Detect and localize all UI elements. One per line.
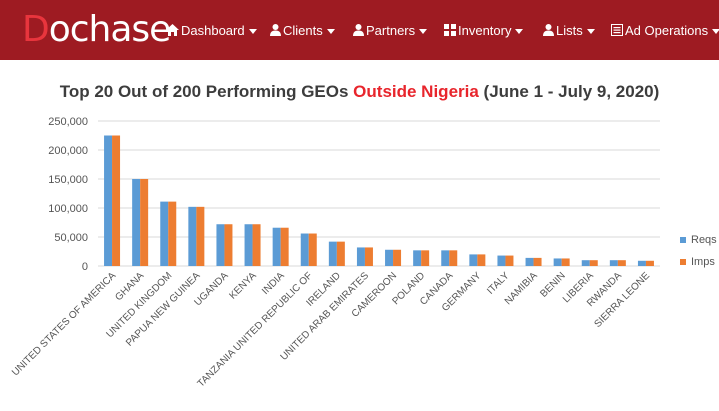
legend-label: Imps	[691, 256, 715, 268]
list-icon	[611, 24, 623, 36]
chevron-down-icon	[586, 28, 595, 34]
nav-clients-label: Clients	[283, 22, 323, 38]
bar-reqs	[104, 135, 113, 266]
y-tick-label: 150,000	[48, 174, 88, 186]
y-tick-label: 50,000	[54, 232, 88, 244]
bar-reqs	[160, 201, 169, 266]
legend-swatch	[680, 259, 686, 265]
bar-reqs	[553, 258, 562, 266]
bar-imps	[533, 257, 542, 266]
bar-imps	[449, 250, 458, 266]
nav-lists[interactable]: Lists	[543, 0, 595, 60]
chart-title: Top 20 Out of 200 Performing GEOs Outsid…	[59, 82, 660, 101]
bar-imps	[505, 255, 514, 266]
bar-imps	[336, 241, 345, 266]
bar-imps	[252, 224, 261, 266]
chevron-down-icon	[712, 28, 719, 34]
bar-imps	[308, 233, 317, 266]
nav-lists-label: Lists	[556, 22, 583, 38]
bar-imps	[364, 247, 373, 266]
legend-swatch	[680, 237, 686, 243]
y-tick-label: 250,000	[48, 116, 88, 128]
bar-reqs	[637, 260, 646, 266]
bar-reqs	[413, 250, 422, 266]
y-tick-label: 100,000	[48, 203, 88, 215]
bar-reqs	[188, 206, 197, 266]
y-tick-label: 200,000	[48, 145, 88, 157]
bar-reqs	[132, 179, 141, 266]
nav-partners-label: Partners	[366, 22, 416, 38]
user-icon	[270, 24, 281, 36]
bar-imps	[477, 254, 486, 266]
x-category-label: ITALY	[485, 270, 512, 297]
bar-reqs	[497, 255, 506, 266]
x-category-label: KENYA	[227, 270, 258, 301]
bar-imps	[140, 179, 149, 266]
chevron-down-icon	[419, 28, 428, 34]
bar-reqs	[272, 227, 281, 266]
chevron-down-icon	[326, 28, 335, 34]
bar-reqs	[216, 224, 225, 266]
y-tick-label: 0	[82, 261, 88, 273]
bar-imps	[589, 260, 598, 266]
bar-reqs	[441, 250, 450, 266]
bar-imps	[224, 224, 233, 266]
bar-imps	[421, 250, 430, 266]
bar-reqs	[469, 254, 478, 266]
user-icon	[353, 24, 364, 36]
chart-title-highlight: Outside Nigeria	[353, 82, 479, 101]
x-category-label: INDIA	[260, 270, 287, 297]
nav-partners[interactable]: Partners	[353, 0, 428, 60]
bar-imps	[112, 135, 121, 266]
user-icon	[543, 24, 554, 36]
bar-reqs	[244, 224, 253, 266]
grid-icon	[444, 24, 456, 36]
top-navbar: Dochase Dashboard Clients Partners Inven…	[0, 0, 719, 60]
bar-imps	[561, 258, 570, 266]
nav-ad-operations-label: Ad Operations	[625, 22, 709, 38]
bar-reqs	[385, 249, 394, 266]
legend-label: Reqs	[691, 234, 717, 246]
bar-reqs	[356, 247, 365, 266]
chevron-down-icon	[248, 28, 257, 34]
bar-imps	[645, 260, 654, 266]
nav-clients[interactable]: Clients	[270, 0, 335, 60]
nav-ad-operations[interactable]: Ad Operations	[611, 0, 719, 60]
nav-inventory-label: Inventory	[458, 22, 512, 38]
x-category-label: UNITED STATES OF AMERICA	[10, 270, 118, 378]
bar-imps	[168, 201, 177, 266]
bar-reqs	[609, 260, 618, 266]
bar-imps	[393, 249, 402, 266]
bar-imps	[617, 260, 626, 266]
bar-reqs	[525, 257, 534, 266]
nav-dashboard[interactable]: Dashboard	[166, 0, 257, 60]
home-icon	[166, 24, 179, 36]
nav-inventory[interactable]: Inventory	[444, 0, 524, 60]
chevron-down-icon	[515, 28, 524, 34]
bar-imps	[196, 206, 205, 266]
bar-reqs	[328, 241, 337, 266]
nav-dashboard-label: Dashboard	[181, 22, 245, 38]
bar-reqs	[581, 260, 590, 266]
bar-reqs	[300, 233, 309, 266]
dochase-logo[interactable]: Dochase	[22, 9, 171, 50]
bar-imps	[280, 227, 289, 266]
